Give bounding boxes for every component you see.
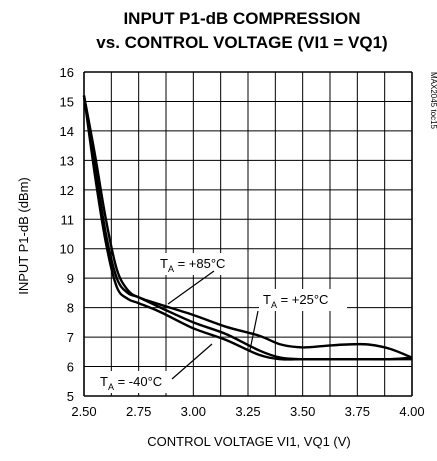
y-tick-label: 12 xyxy=(60,183,74,198)
y-tick-label: 9 xyxy=(67,271,74,286)
x-tick-label: 3.00 xyxy=(181,404,206,419)
annotation-layer: TA = +85°CTA = +25°CTA = -40°C xyxy=(96,253,347,393)
annotation-label: TA = +25°C xyxy=(263,292,328,310)
series-layer xyxy=(82,95,413,361)
annotation-label: TA = -40°C xyxy=(100,374,162,392)
annotation-label-sub: A xyxy=(168,264,174,274)
figure-id-label: MAX2045 toc15 xyxy=(429,72,437,129)
annotation-label-main: T xyxy=(100,374,108,389)
annotation-background xyxy=(259,289,347,311)
annotation-leader-line xyxy=(171,343,213,380)
y-tick-label: 8 xyxy=(67,301,74,316)
chart-subtitle: vs. CONTROL VOLTAGE (VI1 = VQ1) xyxy=(96,33,387,52)
annotation-label-sub: A xyxy=(108,382,114,392)
annotation-label-rest: = +85°C xyxy=(174,256,225,271)
chart-title: INPUT P1-dB COMPRESSION xyxy=(123,9,360,28)
annotation-label-main: T xyxy=(160,256,168,271)
annotation-label: TA = +85°C xyxy=(160,256,225,274)
grid-layer xyxy=(83,71,413,397)
x-tick-label: 2.50 xyxy=(71,404,96,419)
y-tick-label: 16 xyxy=(60,65,74,80)
annotation-background xyxy=(156,253,244,275)
x-tick-label: 4.00 xyxy=(399,404,424,419)
annotation-label-main: T xyxy=(263,292,271,307)
y-tick-label: 5 xyxy=(67,389,74,404)
y-tick-label: 14 xyxy=(60,124,74,139)
series-line-2 xyxy=(82,95,413,361)
annotation-leader-line xyxy=(249,310,259,351)
y-tick-label: 6 xyxy=(67,360,74,375)
annotation-background xyxy=(96,371,184,393)
y-tick-label: 7 xyxy=(67,330,74,345)
y-tick-label: 11 xyxy=(61,212,75,227)
y-tick-label: 10 xyxy=(60,242,74,257)
series-line-0 xyxy=(82,95,413,359)
y-tick-label: 15 xyxy=(60,94,74,109)
x-tick-label: 3.75 xyxy=(345,404,370,419)
annotation-leader-line xyxy=(167,270,215,305)
annotation-label-sub: A xyxy=(271,300,277,310)
annotation-label-rest: = +25°C xyxy=(277,292,328,307)
x-axis-label: CONTROL VOLTAGE VI1, VQ1 (V) xyxy=(147,434,350,449)
y-tick-label: 13 xyxy=(60,153,74,168)
annotation-label-rest: = -40°C xyxy=(114,374,162,389)
tick-layer: 2.50 2.75 3.00 3.25 3.50 3.75 4.00 5 6 7 8 9 10 11 12 1… xyxy=(60,65,425,419)
x-tick-label: 2.75 xyxy=(126,404,151,419)
y-axis-label: INPUT P1-dB (dBm) xyxy=(16,177,31,295)
x-tick-label: 3.50 xyxy=(290,404,315,419)
x-tick-label: 3.25 xyxy=(235,404,260,419)
